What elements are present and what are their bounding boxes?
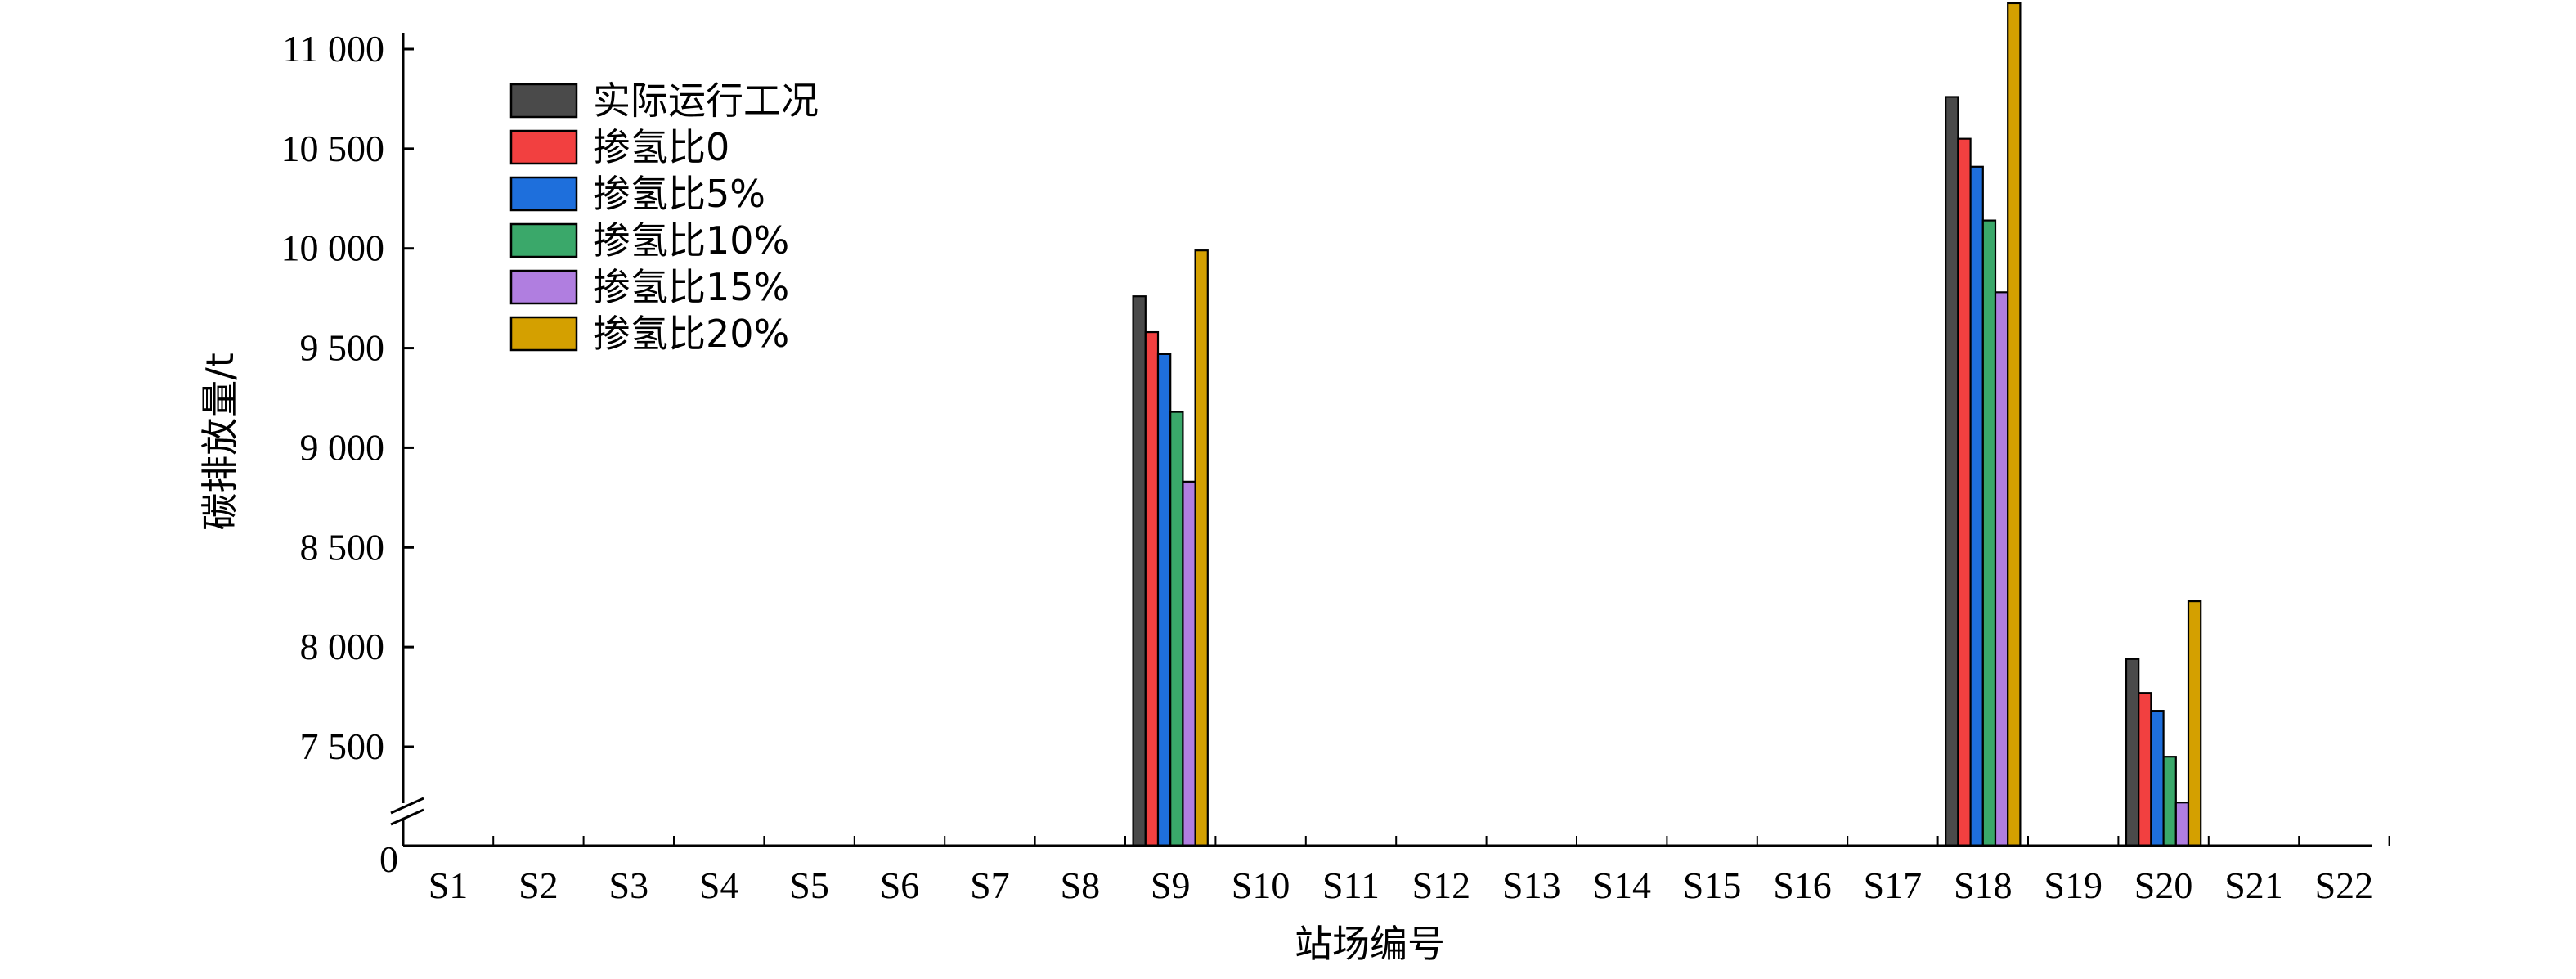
y-tick-label: 10 500	[281, 128, 385, 169]
x-tick-label: S20	[2134, 864, 2193, 906]
y-tick-label: 9 000	[300, 426, 385, 468]
legend-label: 掺氢比0	[593, 125, 729, 169]
axis-break-mark	[390, 808, 424, 826]
x-tick-label: S2	[518, 864, 559, 906]
x-tick-label: S15	[1683, 864, 1742, 906]
x-tick-label: S13	[1502, 864, 1561, 906]
bar	[1144, 330, 1160, 846]
axes-group	[390, 33, 2372, 847]
legend-swatch	[509, 222, 578, 258]
bars-group	[1132, 2, 2202, 846]
axis-break-mark	[390, 797, 424, 815]
x-tick-label: S3	[609, 864, 649, 906]
bar	[2125, 658, 2140, 846]
y-tick-label: 8 500	[300, 526, 385, 568]
x-tick-label: S8	[1061, 864, 1101, 906]
bar	[1981, 219, 1997, 846]
bar	[1182, 480, 1196, 846]
bar	[1156, 353, 1172, 846]
y-tick-label: 0	[379, 838, 398, 880]
bar	[1169, 411, 1184, 846]
x-tick-label: S11	[1322, 864, 1380, 906]
legend-swatch	[509, 269, 578, 305]
x-tick-label: S6	[880, 864, 920, 906]
x-tick-label: S7	[970, 864, 1010, 906]
y-tick-label: 10 000	[281, 227, 385, 269]
x-tick-label: S5	[789, 864, 829, 906]
legend-label: 实际运行工况	[593, 79, 819, 123]
y-tick-label: 9 500	[300, 327, 385, 369]
y-tick-label: 7 500	[300, 725, 385, 767]
y-axis-ticks: 0 7 500 8 000 8 500 9 000 9 500 10 000 10 500 11…	[281, 28, 414, 880]
legend-swatch	[509, 176, 578, 212]
x-tick-label: S16	[1773, 864, 1832, 906]
bar	[1957, 137, 1972, 846]
y-axis-title: 碳排放量/t	[198, 353, 242, 531]
y-tick-label: 11 000	[282, 28, 384, 70]
bar	[1132, 295, 1147, 846]
bar	[2138, 692, 2152, 846]
x-tick-label: S22	[2315, 864, 2374, 906]
x-tick-label: S9	[1151, 864, 1191, 906]
x-tick-label: S17	[1864, 864, 1923, 906]
legend-label: 掺氢比5%	[593, 172, 765, 216]
bar	[1969, 165, 1984, 846]
x-tick-label: S1	[429, 864, 469, 906]
legend-label: 掺氢比10%	[593, 218, 789, 263]
x-tick-label: S4	[699, 864, 739, 906]
y-tick-label: 8 000	[300, 626, 385, 667]
bar	[2162, 756, 2177, 846]
x-axis-ticks: S1 S2 S3 S4 S5 S6 S7 S8 S9 S10 S11 S12 S13 S14 S15 S16 S…	[429, 836, 2390, 906]
x-tick-label: S10	[1232, 864, 1290, 906]
bar	[1994, 291, 2009, 846]
bar	[1945, 96, 1959, 846]
legend-label: 掺氢比20%	[593, 312, 789, 356]
bar	[2174, 802, 2190, 846]
legend-swatch	[509, 129, 578, 165]
bar	[2187, 600, 2202, 846]
x-tick-label: S12	[1412, 864, 1471, 906]
legend-label: 掺氢比15%	[593, 265, 789, 309]
legend-swatch	[509, 316, 578, 352]
bar	[2007, 2, 2022, 846]
legend-swatch	[509, 83, 578, 119]
x-axis-title: 站场编号	[1295, 922, 1445, 966]
bar	[2150, 710, 2165, 846]
x-tick-label: S21	[2224, 864, 2283, 906]
x-tick-label: S14	[1592, 864, 1651, 906]
bar	[1194, 249, 1209, 846]
x-tick-label: S19	[2044, 864, 2103, 906]
x-tick-label: S18	[1954, 864, 2013, 906]
